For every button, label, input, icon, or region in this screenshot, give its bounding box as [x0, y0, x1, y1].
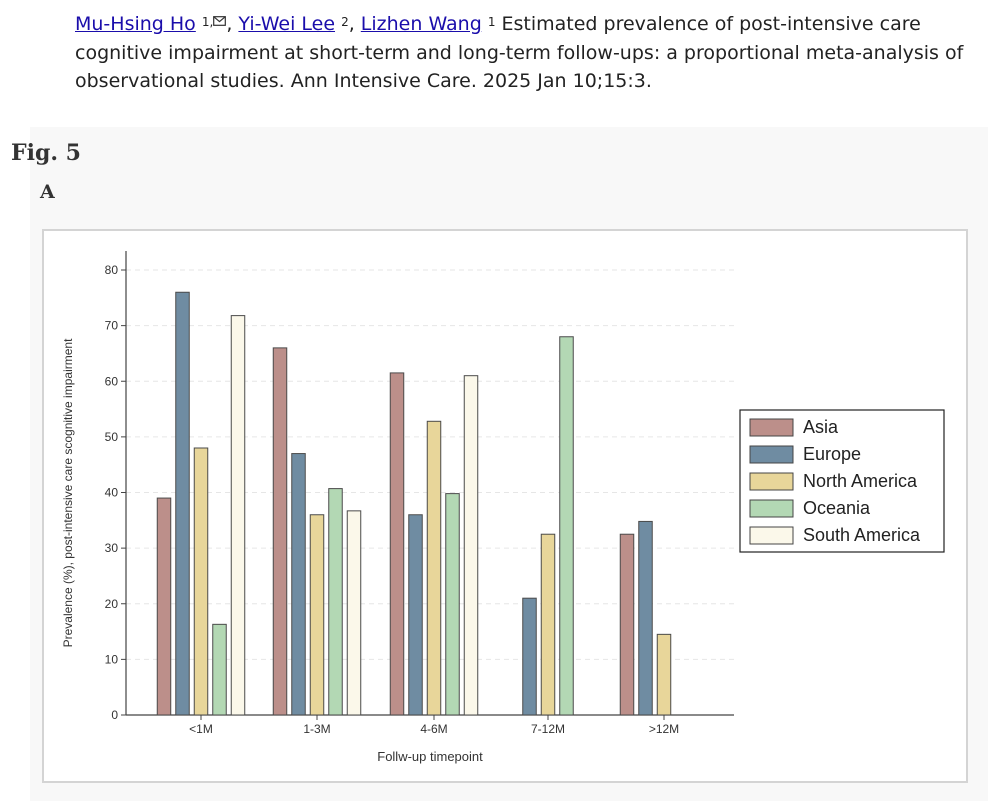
- author-link-3[interactable]: Lizhen Wang: [360, 13, 482, 35]
- bar: [540, 533, 556, 716]
- bar: [426, 420, 442, 716]
- y-tick-label: 30: [105, 541, 119, 555]
- author-separator: ,: [348, 13, 355, 35]
- author-link-1[interactable]: Mu-Hsing Ho: [75, 13, 196, 35]
- y-tick-label: 60: [105, 374, 119, 388]
- x-tick-label: 7-12M: [531, 722, 565, 736]
- bar-chart: 0 10 20 30 40 50 60 70 80 <1M 1-3M 4-6M 7-12M >12M Fol…: [61, 251, 945, 764]
- bar: [272, 347, 288, 716]
- legend-label: Oceania: [803, 498, 871, 518]
- y-axis-label: Prevalence (%), post-intensive care scog…: [61, 338, 75, 647]
- y-tick-label: 0: [111, 708, 118, 722]
- bar: [656, 633, 672, 716]
- author-affiliation-1: 1,: [201, 15, 227, 29]
- legend-swatch: [749, 526, 794, 545]
- x-tick-label: >12M: [649, 722, 679, 736]
- affiliation-number: 1,: [201, 15, 214, 29]
- x-tick-label: 1-3M: [303, 722, 330, 736]
- bar: [408, 514, 423, 716]
- author-separator: ,: [226, 13, 233, 35]
- x-axis-label: Follw-up timepoint: [377, 749, 483, 764]
- bar: [389, 372, 405, 716]
- legend-swatch: [749, 445, 794, 464]
- bar: [445, 493, 460, 716]
- y-tick-label: 70: [105, 319, 119, 333]
- legend-swatch: [749, 472, 794, 491]
- legend-label: Asia: [803, 417, 839, 437]
- legend-label: South America: [803, 525, 921, 545]
- bar: [193, 447, 209, 716]
- bar: [309, 514, 325, 716]
- citation-text: Estimated prevalence of post-intensive c…: [75, 13, 964, 92]
- legend-swatch: [749, 418, 794, 437]
- figure-label: Fig. 5: [11, 140, 81, 166]
- author-affiliation-2: 2: [341, 15, 349, 29]
- y-tick-label: 50: [105, 430, 119, 444]
- bar: [638, 520, 653, 716]
- bar: [212, 623, 227, 716]
- bar: [463, 375, 479, 716]
- bar: [291, 453, 306, 716]
- bar: [346, 510, 362, 716]
- x-tick-label: 4-6M: [420, 722, 447, 736]
- x-tick-label: <1M: [189, 722, 213, 736]
- y-tick-label: 80: [105, 263, 119, 277]
- citation: Mu-Hsing Ho 1,, Yi-Wei Lee 2, Lizhen Wan…: [75, 10, 975, 96]
- bar: [559, 336, 574, 716]
- bar: [328, 488, 343, 716]
- bar: [522, 597, 537, 716]
- mail-icon[interactable]: [213, 16, 227, 26]
- bar: [619, 533, 635, 716]
- y-tick-label: 40: [105, 486, 119, 500]
- legend-label: North America: [803, 471, 918, 491]
- bar: [156, 497, 172, 716]
- chart-frame: 0 10 20 30 40 50 60 70 80 <1M 1-3M 4-6M 7-12M >12M Fol…: [42, 229, 968, 783]
- bar: [175, 291, 190, 716]
- author-affiliation-3: 1: [487, 15, 496, 29]
- legend-label: Europe: [803, 444, 861, 464]
- panel-label: A: [40, 181, 55, 203]
- y-tick-label: 10: [105, 652, 119, 666]
- legend-swatch: [749, 499, 794, 518]
- bar: [230, 315, 246, 716]
- y-tick-label: 20: [105, 597, 119, 611]
- author-link-2[interactable]: Yi-Wei Lee: [238, 13, 336, 35]
